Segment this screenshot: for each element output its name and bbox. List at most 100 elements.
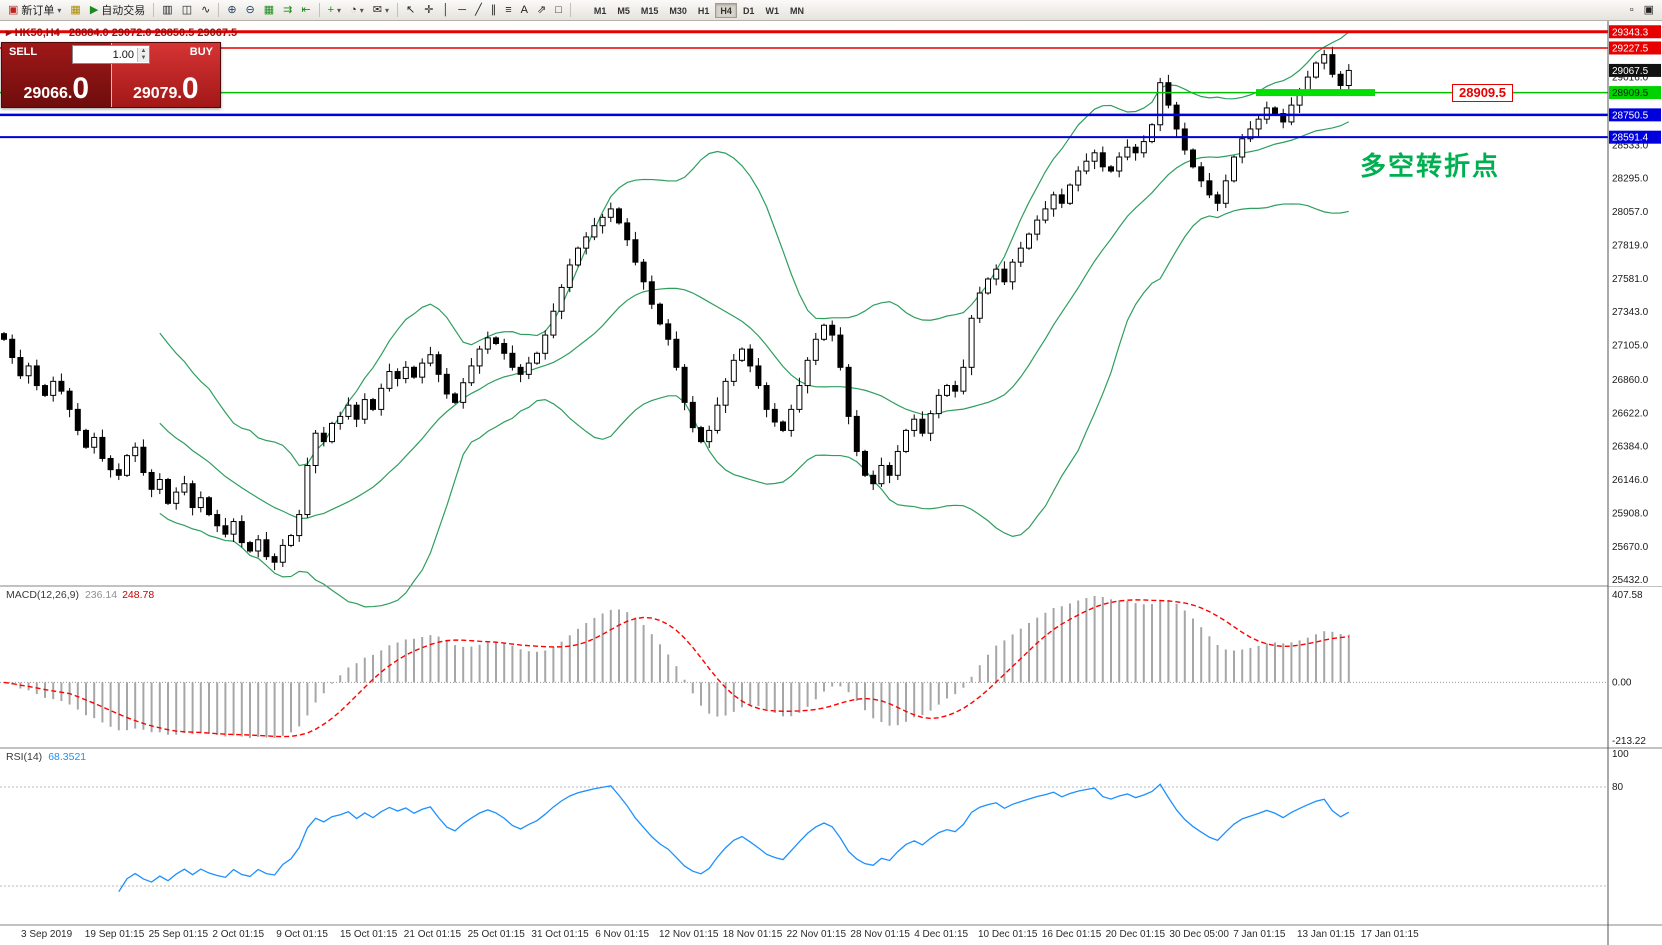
vertical-line-tool-button[interactable]: │ (438, 2, 453, 19)
timeframe-button-m1[interactable]: M1 (589, 3, 612, 18)
timeframe-group: M1 M5 M15 M30 H1 H4 D1 W1 MN (589, 2, 809, 18)
trendline-tool-button[interactable]: ╱ (471, 2, 486, 19)
line-chart-button[interactable]: ∿ (197, 2, 214, 19)
toolbar-right-icons: ▫ ▣ (1626, 2, 1658, 19)
arrows-icon: ⇗ (536, 3, 547, 16)
horizontal-line-tool-button[interactable]: ─ (454, 2, 470, 19)
shapes-icon: □ (555, 3, 562, 16)
time-scale[interactable]: 3 Sep 2019 19 Sep 01:15 25 Sep 01:15 2 Oct … (21, 929, 1419, 940)
svg-text:3 Sep 2019: 3 Sep 2019 (21, 929, 73, 940)
svg-text:28909.5: 28909.5 (1612, 88, 1649, 99)
svg-text:4 Dec 01:15: 4 Dec 01:15 (914, 929, 968, 940)
new-order-button[interactable]: ▣ 新订单 ▾ (4, 2, 65, 19)
svg-text:28057.0: 28057.0 (1612, 207, 1649, 218)
symbol-info-bar: ▸ HK50,H4 28884.0 29072.0 28850.5 29067.… (6, 26, 237, 39)
timeframe-button-m5[interactable]: M5 (612, 3, 635, 18)
bar-chart-button[interactable]: ▥ (158, 2, 176, 19)
candlestick-icon: ◫ (181, 3, 193, 16)
symbol-name: HK50,H4 (14, 27, 60, 39)
zoom-out-button[interactable]: ⊖ (242, 2, 259, 19)
bar-chart-icon: ▥ (162, 3, 173, 16)
svg-text:30 Dec 05:00: 30 Dec 05:00 (1169, 929, 1229, 940)
candlestick-chart-button[interactable]: ◫ (178, 2, 196, 19)
chart-shift-icon: ⇤ (301, 3, 311, 16)
window-large-icon: ▣ (1643, 3, 1654, 16)
fibonacci-icon: ≡ (505, 3, 512, 16)
shapes-tool-button[interactable]: □ (551, 2, 566, 19)
svg-text:28533.0: 28533.0 (1612, 140, 1649, 151)
sell-label: SELL (9, 46, 38, 58)
price-level-lines[interactable] (0, 30, 1608, 139)
text-tool-button[interactable]: A (517, 2, 532, 19)
clock-icon: ◔ (350, 3, 357, 16)
svg-text:26622.0: 26622.0 (1612, 408, 1649, 419)
svg-text:16 Dec 01:15: 16 Dec 01:15 (1042, 929, 1102, 940)
cursor-tool-button[interactable]: ↖ (402, 2, 419, 19)
zoom-in-icon: ⊕ (227, 3, 237, 16)
new-order-icon: ▣ (8, 3, 19, 16)
add-indicator-button[interactable]: + ▾ (324, 2, 345, 19)
svg-text:27581.0: 27581.0 (1612, 274, 1649, 285)
vertical-line-icon: │ (442, 3, 450, 16)
svg-text:17 Jan 01:15: 17 Jan 01:15 (1361, 929, 1419, 940)
highlighted-level-segment[interactable] (1256, 89, 1375, 97)
tile-windows-button[interactable]: ▦ (260, 2, 278, 19)
volume-value[interactable]: 1.00 (112, 48, 134, 61)
svg-text:2 Oct 01:15: 2 Oct 01:15 (212, 929, 264, 940)
autotrading-play-icon: ▶ (89, 3, 99, 16)
crosshair-icon: ✛ (424, 3, 434, 16)
one-click-trading-panel: SELL 29066.0 BUY 29079.0 1.00 ▲ ▼ (1, 42, 221, 108)
price-scale[interactable]: 29016.0 28533.0 28295.0 28057.0 27819.0 27581… (1607, 21, 1662, 945)
timeframe-button-h1[interactable]: H1 (693, 3, 715, 18)
sell-button[interactable]: SELL 29066.0 (2, 43, 111, 107)
channel-tool-button[interactable]: ∥ (487, 2, 501, 19)
chart-shift-button[interactable]: ⇤ (297, 2, 314, 19)
charts-grid-icon: ▦ (70, 3, 81, 16)
volume-spinner[interactable]: ▲ ▼ (137, 47, 149, 62)
zoom-in-button[interactable]: ⊕ (223, 2, 240, 19)
add-indicator-icon: + (327, 3, 335, 16)
crosshair-tool-button[interactable]: ✛ (420, 2, 437, 19)
auto-scroll-button[interactable]: ⇉ (279, 2, 296, 19)
svg-text:25432.0: 25432.0 (1612, 575, 1649, 586)
text-icon: A (520, 3, 528, 16)
window-small-button[interactable]: ▫ (1626, 2, 1638, 19)
panel-separators (0, 585, 1662, 926)
window-large-button[interactable]: ▣ (1640, 2, 1658, 19)
fibonacci-tool-button[interactable]: ≡ (501, 2, 515, 19)
svg-text:29343.3: 29343.3 (1612, 27, 1649, 38)
svg-text:10 Dec 01:15: 10 Dec 01:15 (978, 929, 1038, 940)
chart-text-annotation[interactable]: 多空转折点 (1360, 151, 1501, 181)
svg-text:27343.0: 27343.0 (1612, 307, 1649, 318)
svg-text:25 Sep 01:15: 25 Sep 01:15 (149, 929, 209, 940)
svg-text:26384.0: 26384.0 (1612, 442, 1649, 453)
toolbar-separator (153, 3, 155, 17)
volume-input[interactable]: 1.00 ▲ ▼ (72, 45, 150, 64)
templates-button[interactable]: ✉ ▾ (369, 2, 393, 19)
spinner-down-icon[interactable]: ▼ (138, 54, 149, 62)
svg-text:407.58: 407.58 (1612, 590, 1643, 601)
svg-text:9 Oct 01:15: 9 Oct 01:15 (276, 929, 328, 940)
timeframe-button-d1[interactable]: D1 (738, 3, 760, 18)
periods-button[interactable]: ◔ ▾ (346, 2, 368, 19)
timeframe-button-m30[interactable]: M30 (664, 3, 692, 18)
timeframe-button-m15[interactable]: M15 (636, 3, 664, 18)
price-level-flag[interactable]: 28909.5 (1452, 84, 1513, 102)
symbol-ohlc-values: 28884.0 29072.0 28850.5 29067.5 (68, 27, 238, 39)
svg-text:6 Nov 01:15: 6 Nov 01:15 (595, 929, 649, 940)
toolbar-separator (569, 3, 571, 17)
timeframe-button-mn[interactable]: MN (785, 3, 809, 18)
timeframe-button-w1[interactable]: W1 (760, 3, 784, 18)
spinner-up-icon[interactable]: ▲ (138, 47, 149, 55)
svg-text:15 Oct 01:15: 15 Oct 01:15 (340, 929, 398, 940)
svg-text:-213.22: -213.22 (1612, 736, 1646, 747)
timeframe-button-h4[interactable]: H4 (715, 2, 737, 18)
chart-canvas[interactable]: 407.58 0.00 -213.22 100 80 29016.0 28533.0 2829… (0, 21, 1662, 945)
arrows-tool-button[interactable]: ⇗ (533, 2, 550, 19)
chevron-down-icon: ▾ (384, 5, 389, 15)
autotrading-button[interactable]: ▶ 自动交易 (86, 2, 149, 19)
channel-icon: ∥ (490, 3, 497, 16)
charts-grid-button[interactable]: ▦ (66, 2, 84, 19)
macd-indicator-label: MACD(12,26,9) 236.14 248.78 (6, 589, 155, 601)
